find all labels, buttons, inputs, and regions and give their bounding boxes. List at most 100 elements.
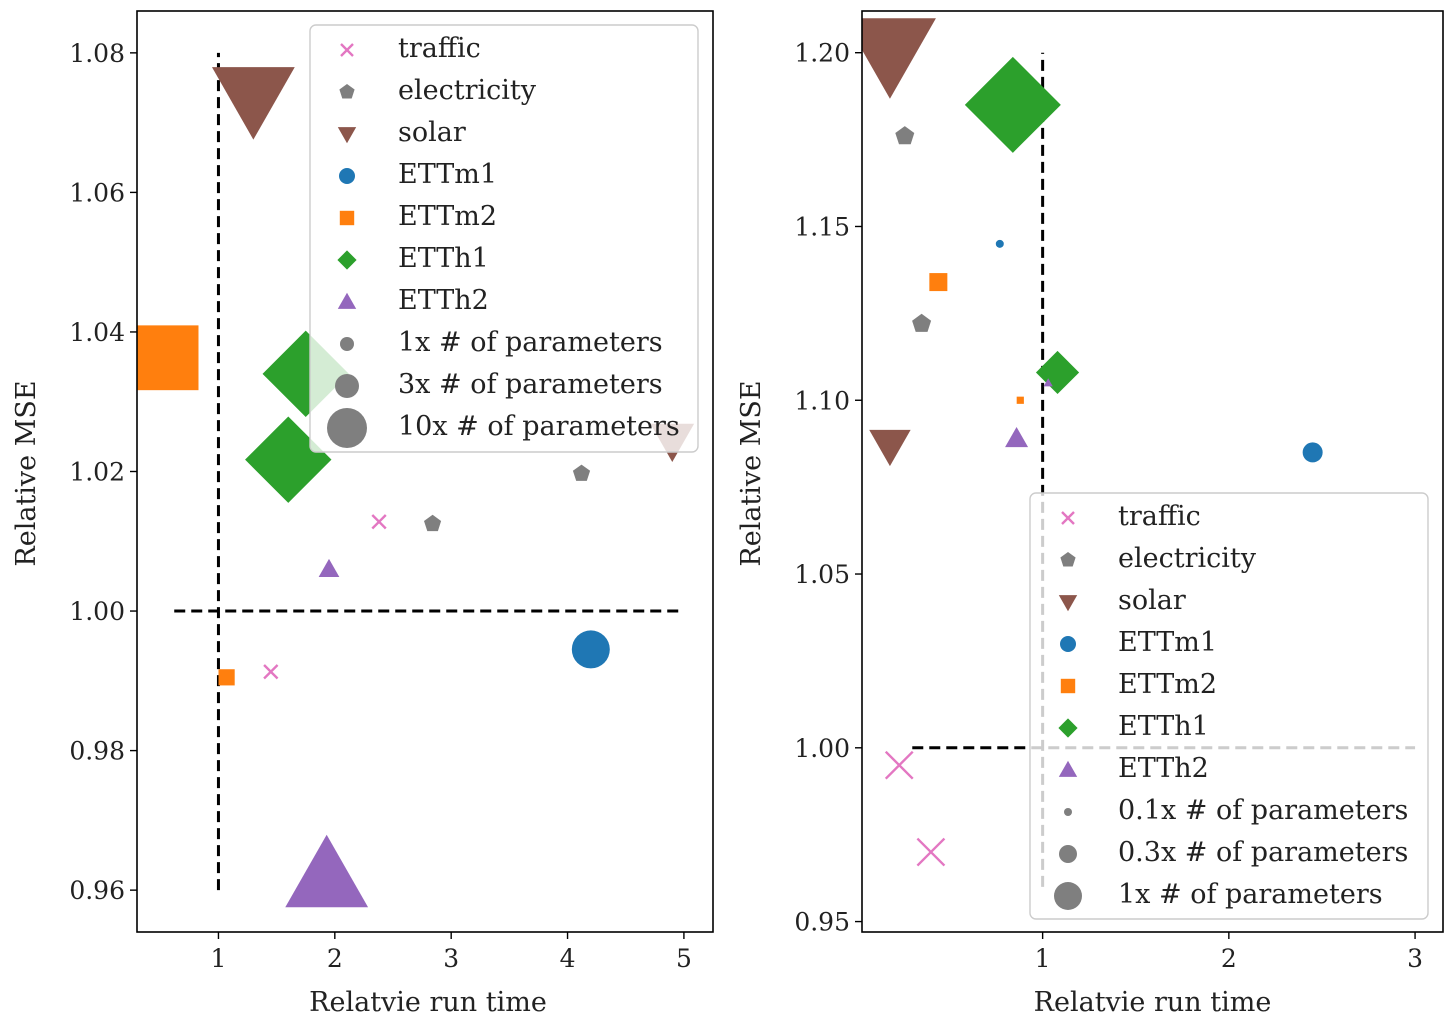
point-ETTh2-1	[1005, 426, 1029, 448]
legend-marker-size	[1054, 882, 1082, 910]
legend-label: 0.3x # of parameters	[1118, 837, 1408, 868]
x-tick-label: 5	[676, 944, 692, 973]
point-ETTm2-1	[929, 273, 948, 292]
legend-marker-ETTm1	[1060, 636, 1076, 652]
y-tick-label: 1.05	[794, 560, 850, 589]
y-tick-label: 1.02	[69, 458, 125, 487]
y-tick-label: 1.08	[69, 39, 125, 68]
legend-marker-traffic-stroke-b	[1061, 511, 1075, 525]
legend-label: solar	[398, 117, 466, 148]
legend-marker-ETTm2	[1060, 678, 1076, 694]
x-axis-label: Relatvie run time	[1034, 987, 1272, 1018]
legend-marker-ETTh1	[1058, 718, 1078, 738]
legend-label: ETTm1	[1118, 627, 1217, 658]
legend-label: ETTh2	[1118, 753, 1209, 784]
legend-marker-ETTh1	[337, 250, 357, 270]
y-axis-label: Relative MSE	[736, 380, 767, 566]
legend-label: solar	[1118, 585, 1186, 616]
legend-box	[309, 24, 699, 453]
legend-label: ETTh1	[398, 243, 489, 274]
legend-marker-size	[327, 408, 367, 448]
x-tick-label: 1	[211, 944, 227, 973]
point-solar-1	[211, 67, 295, 140]
legend-label: ETTh1	[1118, 711, 1209, 742]
chart-panel-1: 1 2 3 4 5 0.96 0.98 1.00 1.02 1.04 1.06 1.08 Relatvi…	[11, 10, 714, 1018]
point-traffic-2-stroke-b	[263, 664, 279, 680]
x-tick-label: 2	[1221, 944, 1237, 973]
y-tick-label: 1.06	[69, 178, 125, 207]
point-ETTm1-1	[571, 630, 610, 669]
legend-marker-ETTh2	[337, 292, 357, 309]
legend-label: ETTh2	[398, 285, 489, 316]
point-electricity-2	[424, 514, 442, 532]
legend: traffic electricity solar ETTm1 ETTm2 ETTh1 ET…	[309, 24, 699, 453]
legend-label: ETTm2	[1118, 669, 1217, 700]
point-ETTh2-2	[1043, 378, 1053, 387]
legend-label: electricity	[1118, 543, 1257, 574]
legend-label: traffic	[1118, 501, 1201, 532]
legend-label: 0.1x # of parameters	[1118, 795, 1408, 826]
legend-marker-size	[1064, 808, 1072, 816]
y-tick-label: 1.00	[69, 597, 125, 626]
legend-label: electricity	[398, 75, 537, 106]
y-tick-label: 1.20	[794, 39, 850, 68]
y-tick-label: 0.95	[794, 908, 850, 937]
y-tick-label: 0.98	[69, 737, 125, 766]
legend-label: 3x # of parameters	[398, 369, 663, 400]
y-tick-label: 1.15	[794, 212, 850, 241]
legend-marker-electricity	[1060, 552, 1076, 567]
legend-label: ETTm2	[398, 201, 497, 232]
point-traffic-2	[263, 664, 279, 680]
legend-marker-traffic	[1061, 511, 1075, 525]
point-ETTm2-1	[137, 325, 199, 391]
x-axis-label: Relatvie run time	[309, 987, 547, 1018]
x-tick-label: 2	[327, 944, 343, 973]
x-tick-label: 3	[443, 944, 459, 973]
legend-label: 10x # of parameters	[398, 411, 680, 442]
point-ETTm2-2	[1016, 396, 1024, 404]
point-ETTm1-2	[1302, 442, 1323, 463]
point-ETTh2-1	[318, 558, 340, 577]
point-traffic-1-stroke-b	[884, 750, 914, 780]
point-ETTh1-1	[964, 56, 1061, 153]
point-ETTh2-2	[285, 834, 369, 908]
legend-marker-traffic	[340, 43, 354, 57]
point-electricity-1	[895, 126, 915, 145]
x-tick-label: 3	[1407, 944, 1423, 973]
point-solar-1	[862, 18, 936, 99]
legend-label: 1x # of parameters	[1118, 879, 1383, 910]
y-tick-label: 1.00	[794, 734, 850, 763]
y-axis-label: Relative MSE	[11, 380, 42, 566]
point-traffic-1	[884, 750, 914, 780]
legend-marker-ETTm2	[339, 210, 355, 226]
y-tick-label: 1.10	[794, 386, 850, 415]
point-electricity-1	[572, 464, 591, 481]
legend-marker-traffic-stroke-b	[340, 43, 354, 57]
legend-marker-solar	[337, 127, 357, 144]
chart-panel-2: 1 2 3 0.95 1.00 1.05 1.10 1.15 1.20 Relatvie run …	[736, 10, 1444, 1018]
point-ETTm1-1	[995, 239, 1004, 248]
point-traffic-1	[371, 514, 387, 530]
legend-label: 1x # of parameters	[398, 327, 663, 358]
point-solar-2	[869, 429, 911, 467]
legend-label: ETTm1	[398, 159, 497, 190]
legend-label: traffic	[398, 33, 481, 64]
legend-marker-ETTm1	[339, 168, 355, 184]
legend-marker-electricity	[339, 84, 355, 99]
legend-marker-size	[1059, 845, 1077, 863]
axes-frame	[861, 10, 1444, 933]
legend-marker-size	[335, 374, 359, 398]
point-ETTm2-2	[218, 669, 235, 686]
x-tick-label: 1	[1035, 944, 1051, 973]
point-electricity-2	[912, 313, 932, 332]
legend-marker-size	[340, 337, 354, 351]
y-tick-label: 0.96	[69, 876, 125, 905]
legend-marker-ETTh2	[1058, 760, 1078, 777]
y-tick-label: 1.04	[69, 318, 125, 347]
point-traffic-2-stroke-b	[916, 837, 946, 867]
legend-box	[1029, 492, 1429, 920]
x-tick-label: 4	[560, 944, 576, 973]
point-traffic-2	[916, 837, 946, 867]
point-traffic-1-stroke-b	[371, 514, 387, 530]
